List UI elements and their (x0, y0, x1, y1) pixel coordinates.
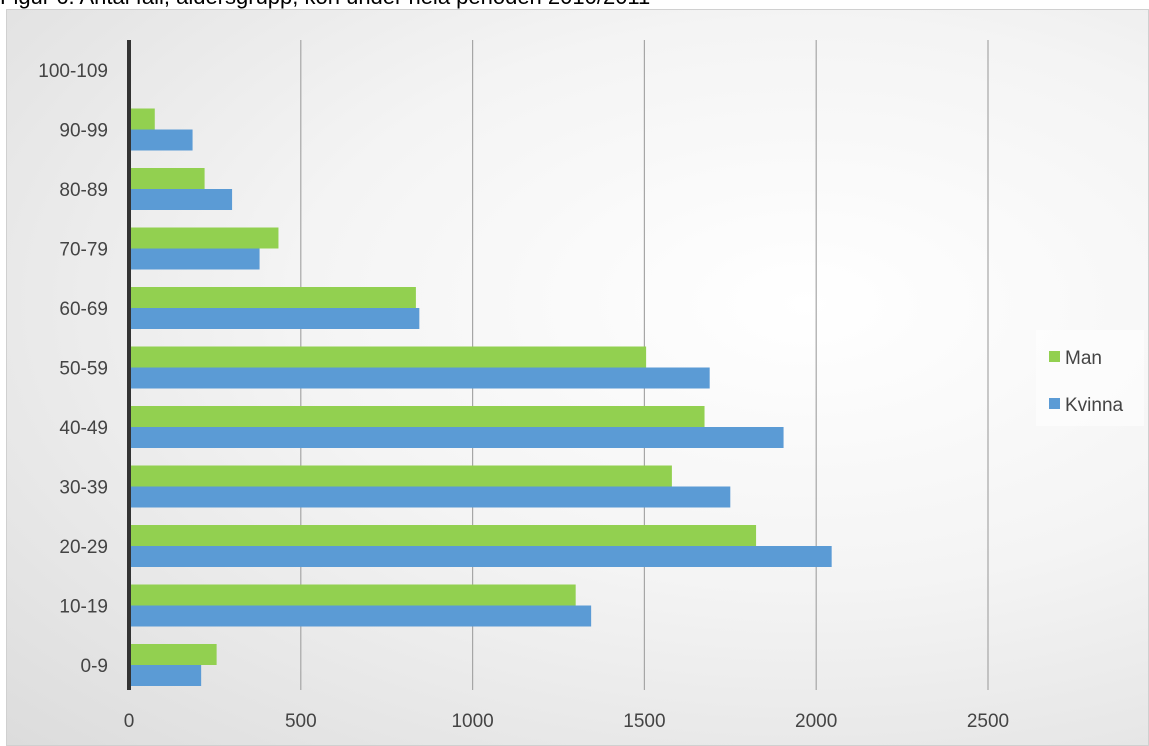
bar-man-80-89 (129, 168, 205, 189)
legend: Man Kvinna (1036, 330, 1144, 426)
y-tick-label: 50-59 (59, 359, 108, 380)
bar-man-40-49 (129, 406, 705, 427)
bar-man-90-99 (129, 108, 155, 130)
y-tick-label: 0-9 (81, 656, 108, 677)
bar-man-70-79 (129, 227, 279, 249)
y-tick-label: 80-89 (59, 180, 108, 201)
bar-man-60-69 (129, 287, 416, 308)
y-tick-label: 40-49 (59, 418, 108, 439)
bar-man-30-39 (129, 465, 672, 487)
bar-man-50-59 (129, 346, 647, 368)
bar-kvinna-90-99 (129, 129, 193, 151)
x-tick-label: 500 (285, 711, 317, 732)
bar-kvinna-10-19 (129, 605, 592, 627)
bar-kvinna-50-59 (129, 367, 710, 389)
bar-man-0-9 (129, 644, 217, 665)
bar-kvinna-70-79 (129, 248, 260, 270)
y-tick-label: 30-39 (59, 478, 108, 499)
x-tick-label: 0 (124, 711, 135, 732)
y-tick-label: 90-99 (59, 121, 108, 142)
chart-title: Figur 6. Antal fall, åldersgrupp, kön un… (0, 0, 650, 10)
y-tick-label: 100-109 (38, 61, 108, 82)
legend-swatch-man (1049, 351, 1060, 362)
legend-box (1036, 330, 1144, 426)
y-tick-label: 60-69 (59, 299, 108, 320)
bar-man-20-29 (129, 525, 757, 546)
bar-kvinna-80-89 (129, 189, 233, 210)
bar-kvinna-30-39 (129, 486, 731, 508)
y-tick-label: 70-79 (59, 240, 108, 261)
bars (129, 108, 832, 686)
x-tick-labels: 0 500 1000 1500 2000 2500 (124, 711, 1009, 732)
bar-kvinna-40-49 (129, 427, 784, 448)
y-tick-labels: 0-9 10-19 20-29 30-39 40-49 50-59 60-69 70-79 80… (38, 61, 108, 677)
bar-kvinna-0-9 (129, 665, 202, 686)
x-tick-label: 2000 (795, 711, 837, 732)
x-tick-label: 2500 (967, 711, 1009, 732)
bar-kvinna-20-29 (129, 546, 832, 567)
x-tick-label: 1500 (623, 711, 665, 732)
legend-swatch-kvinna (1049, 398, 1060, 409)
bar-kvinna-60-69 (129, 308, 420, 329)
y-tick-label: 10-19 (59, 597, 108, 618)
x-tick-label: 1000 (451, 711, 493, 732)
legend-label-man: Man (1065, 348, 1102, 369)
bar-man-10-19 (129, 584, 576, 606)
y-tick-label: 20-29 (59, 537, 108, 558)
legend-label-kvinna: Kvinna (1065, 395, 1124, 416)
